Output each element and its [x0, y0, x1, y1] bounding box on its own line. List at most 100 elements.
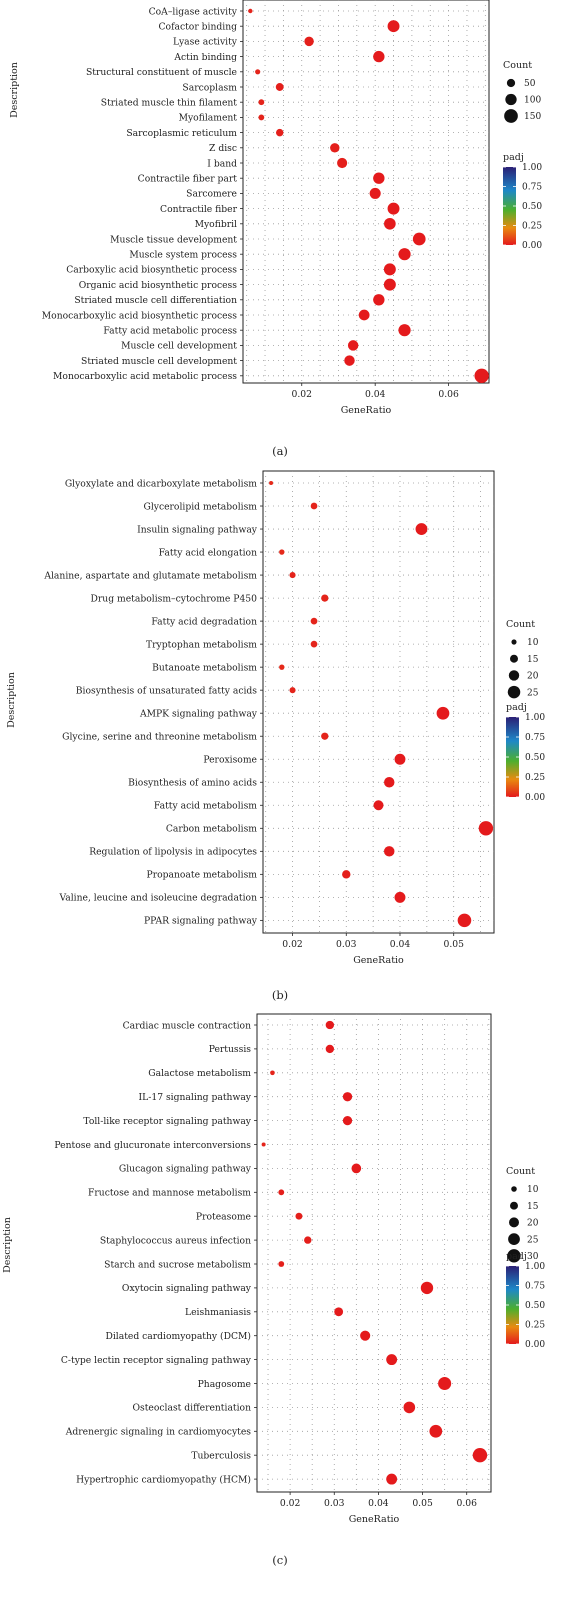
- size-legend: Count 10 15 20 25 30: [506, 1166, 539, 1263]
- data-point: [344, 355, 355, 366]
- data-point: [248, 8, 253, 14]
- size-legend-title: Count: [506, 1166, 535, 1177]
- y-tick-label: Cofactor binding: [159, 22, 238, 33]
- y-tick-label: Muscle tissue development: [110, 234, 237, 245]
- y-tick-label: Dilated cardiomyopathy (DCM): [105, 1331, 251, 1342]
- data-point: [351, 1163, 362, 1174]
- color-legend-label: 0.25: [525, 1321, 545, 1331]
- size-legend-label: 20: [527, 672, 539, 682]
- data-point: [438, 1376, 452, 1391]
- data-point: [457, 913, 472, 928]
- y-tick-label: Fatty acid metabolic process: [103, 326, 237, 337]
- data-point: [383, 263, 396, 276]
- data-point: [278, 1261, 285, 1267]
- size-legend-dot: [509, 1217, 519, 1228]
- color-legend-label: 0.00: [522, 241, 542, 251]
- y-tick-label: Contractile fiber part: [138, 174, 238, 185]
- y-tick-label: IL-17 signaling pathway: [139, 1092, 252, 1103]
- data-point: [342, 1115, 353, 1126]
- data-point: [478, 821, 494, 836]
- data-point: [373, 294, 385, 306]
- y-tick-label: Propanoate metabolism: [147, 870, 258, 881]
- size-legend-dot: [504, 109, 518, 123]
- data-point: [289, 687, 296, 694]
- y-tick-label: Adrenergic signaling in cardiomyocytes: [65, 1427, 252, 1438]
- y-tick-label: Myofilament: [179, 113, 238, 124]
- y-tick-label: Tuberculosis: [191, 1451, 251, 1462]
- plot-frame: [262, 470, 495, 934]
- y-tick-label: Biosynthesis of unsaturated fatty acids: [76, 685, 257, 696]
- data-point: [383, 278, 396, 291]
- y-tick-label: Valine, leucine and isoleucine degradati…: [58, 893, 257, 904]
- size-legend: Count 10 15 20 25: [506, 619, 539, 699]
- color-legend-title: padj: [506, 702, 527, 713]
- size-legend-label: 20: [527, 1219, 539, 1229]
- data-point: [334, 1307, 344, 1317]
- data-point: [347, 340, 359, 351]
- size-legend-dot: [508, 1233, 520, 1245]
- y-tick-label: Striated muscle cell differentiation: [74, 295, 237, 306]
- color-legend-title: padj: [506, 1251, 527, 1262]
- y-tick-label: Monocarboxylic acid metabolic process: [53, 371, 237, 382]
- size-legend-label: 10: [527, 1185, 539, 1195]
- y-tick-label: Staphylococcus aureus infection: [100, 1235, 251, 1246]
- data-point: [436, 706, 450, 720]
- x-tick-label: 0.04: [390, 939, 411, 950]
- y-tick-label: Insulin signaling pathway: [137, 524, 258, 535]
- panel-label: (c): [272, 1553, 287, 1567]
- y-tick-label: Fatty acid metabolism: [154, 801, 257, 812]
- data-point: [337, 157, 348, 169]
- data-point: [295, 1212, 303, 1220]
- data-point: [321, 732, 329, 740]
- data-point: [289, 572, 296, 579]
- data-point: [325, 1044, 335, 1054]
- y-tick-label: Glycine, serine and threonine metabolism: [62, 732, 257, 743]
- y-tick-label: Oxytocin signaling pathway: [122, 1283, 252, 1294]
- y-tick-label: Carbon metabolism: [166, 824, 257, 835]
- x-tick-label: 0.03: [324, 1498, 345, 1509]
- size-legend-dot: [507, 685, 521, 699]
- data-point: [258, 114, 265, 121]
- y-tick-label: Fatty acid degradation: [151, 616, 257, 627]
- color-legend-title: padj: [503, 152, 524, 163]
- y-tick-label: Glyoxylate and dicarboxylate metabolism: [65, 478, 257, 489]
- x-axis-title: GeneRatio: [349, 1514, 400, 1525]
- data-point: [384, 846, 395, 857]
- y-axis-title: Description: [6, 672, 17, 728]
- y-tick-label: Glycerolipid metabolism: [143, 501, 257, 512]
- x-tick-label: 0.04: [365, 389, 386, 400]
- y-tick-label: Fructose and mannose metabolism: [88, 1188, 251, 1199]
- size-legend-label: 15: [527, 655, 539, 665]
- data-point: [279, 664, 285, 670]
- color-legend-label: 1.00: [525, 1262, 545, 1272]
- size-legend: Count 50 100 150: [503, 60, 541, 123]
- color-legend-label: 0.00: [525, 793, 545, 803]
- y-tick-label: Toll-like receptor signaling pathway: [83, 1116, 251, 1127]
- data-point: [394, 753, 406, 765]
- data-point: [384, 777, 395, 788]
- y-tick-label: Actin binding: [173, 52, 237, 63]
- x-tick-label: 0.06: [456, 1498, 477, 1509]
- data-point: [304, 1236, 312, 1244]
- y-tick-label: Fatty acid elongation: [159, 547, 257, 558]
- color-legend-label: 0.00: [525, 1340, 545, 1350]
- data-point: [386, 1473, 398, 1485]
- size-legend-label: 100: [524, 96, 541, 106]
- size-legend-label: 25: [527, 1235, 539, 1245]
- color-legend-label: 0.75: [522, 183, 542, 193]
- size-legend-label: 25: [527, 688, 539, 698]
- y-tick-label: Tryptophan metabolism: [146, 639, 257, 650]
- size-legend-dot: [511, 1186, 517, 1192]
- data-point: [420, 1281, 434, 1295]
- y-axis-title: Description: [9, 62, 20, 118]
- x-axis-title: GeneRatio: [353, 955, 404, 966]
- color-legend-label: 0.50: [525, 1301, 545, 1311]
- data-point: [310, 617, 318, 625]
- data-point: [398, 248, 411, 261]
- size-legend-title: Count: [503, 60, 532, 71]
- x-tick-label: 0.02: [280, 1498, 300, 1509]
- y-tick-label: Contractile fiber: [160, 204, 238, 215]
- data-point: [342, 870, 351, 879]
